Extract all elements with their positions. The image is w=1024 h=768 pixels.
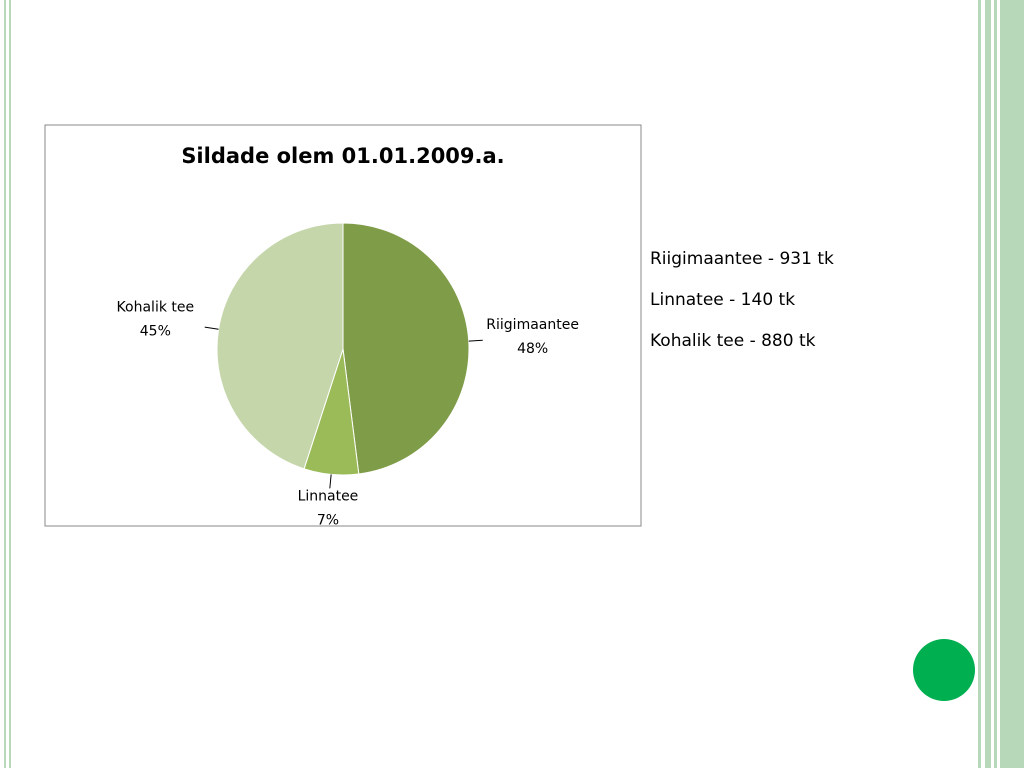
left-border	[4, 0, 6, 768]
leader-line	[204, 326, 219, 330]
side-text: Linnatee - 140 tk	[650, 290, 795, 310]
right-stripe	[1000, 0, 1024, 768]
side-text: Kohalik tee - 880 tk	[650, 331, 816, 351]
slice-label: Riigimaantee	[486, 317, 579, 333]
leader-line	[329, 474, 332, 489]
pie-slice	[216, 222, 344, 470]
right-stripe	[985, 0, 991, 768]
right-stripe	[978, 0, 981, 768]
slice-label: Linnatee	[298, 488, 359, 504]
right-stripe	[994, 0, 997, 768]
slice-value-label: 7%	[317, 512, 339, 528]
chart-title: Sildade olem 01.01.2009.a.	[181, 144, 504, 168]
slice-value-label: 48%	[517, 341, 548, 357]
leader-line	[468, 339, 483, 342]
decor-circle	[913, 639, 975, 701]
slice-label: Kohalik tee	[117, 299, 195, 315]
pie-slice	[342, 222, 470, 475]
side-text: Riigimaantee - 931 tk	[650, 249, 834, 269]
slice-value-label: 45%	[140, 323, 171, 339]
left-border	[9, 0, 11, 768]
